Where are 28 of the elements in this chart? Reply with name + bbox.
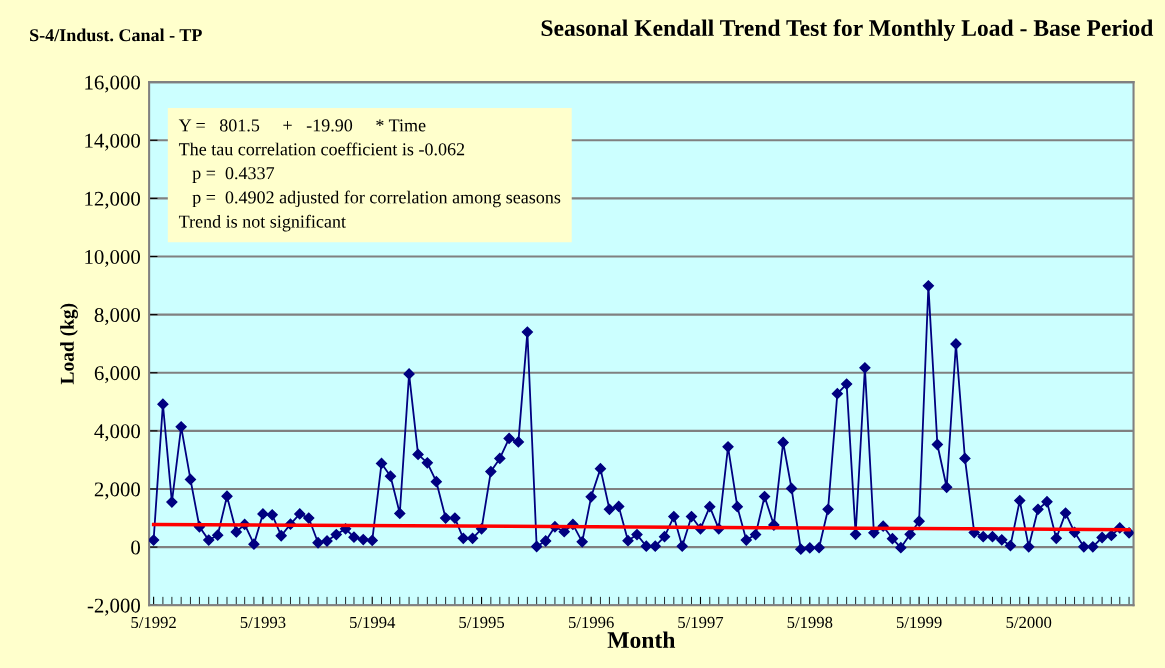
x-tick-label: 5/1995	[459, 616, 505, 629]
y-tick-label: 16,000	[85, 75, 140, 93]
annotation: p = 0.4902 adjusted for correlation among seasons	[192, 190, 561, 208]
x-tick-label: 5/1996	[568, 616, 614, 629]
x-tick-label: 5/1998	[787, 616, 833, 629]
chart-subtitle: S-4/Indust. Canal - TP	[30, 28, 202, 42]
y-tick-label: 14,000	[85, 133, 140, 151]
x-tick-label: 5/1999	[896, 616, 942, 629]
annotation: The tau correlation coefficient is -0.062	[178, 142, 465, 156]
y-tick-label: 10,000	[85, 249, 140, 267]
y-tick-label: 2,000	[94, 482, 140, 500]
x-tick-label: 5/1994	[350, 616, 396, 629]
y-tick-label: 6,000	[94, 366, 140, 384]
x-axis-title: Month	[607, 631, 676, 649]
y-tick-label: 4,000	[94, 424, 140, 442]
y-tick-label: -2,000	[87, 598, 140, 616]
x-tick-label: 5/1992	[131, 616, 176, 629]
annotation: Trend is not significant	[178, 214, 346, 232]
x-tick-label: 5/2000	[1006, 616, 1052, 629]
y-axis-title: Load (kg)	[60, 303, 78, 385]
x-tick-label: 5/1997	[678, 616, 724, 629]
y-tick-label: 8,000	[94, 308, 140, 326]
y-tick-label: 12,000	[85, 191, 140, 209]
annotation: p = 0.4337	[192, 167, 275, 183]
chart-title: Seasonal Kendall Trend Test for Monthly Load - Base Period	[541, 19, 1154, 41]
annotation: Y = 801.5 + -19.90 * Time	[178, 119, 426, 132]
y-tick-label: 0	[131, 540, 140, 555]
x-tick-label: 5/1993	[240, 616, 286, 629]
